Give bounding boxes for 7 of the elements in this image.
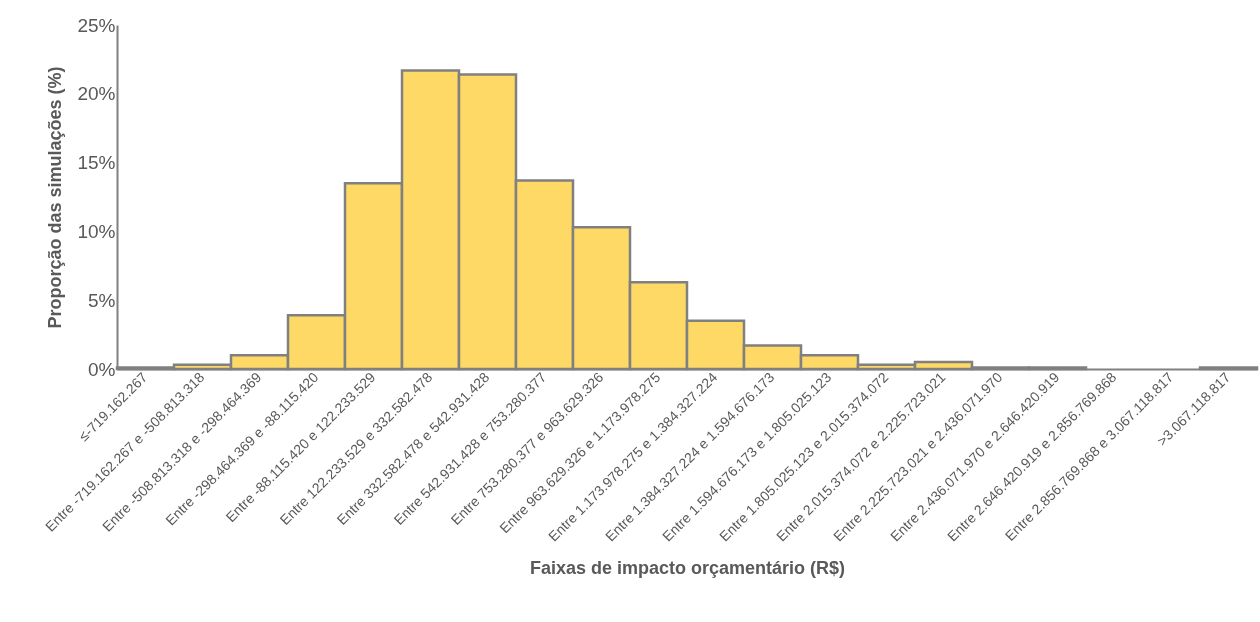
x-axis-title: Faixas de impacto orçamentário (R$) (529, 558, 846, 579)
y-tick-label: 15% (77, 152, 116, 174)
y-tick-label: 20% (77, 83, 116, 105)
y-tick-label: 10% (77, 220, 116, 242)
y-tick-label: 5% (88, 289, 116, 311)
y-tick-label: 25% (77, 14, 116, 36)
y-axis-title: Proporção das simulações (%) (45, 66, 66, 329)
